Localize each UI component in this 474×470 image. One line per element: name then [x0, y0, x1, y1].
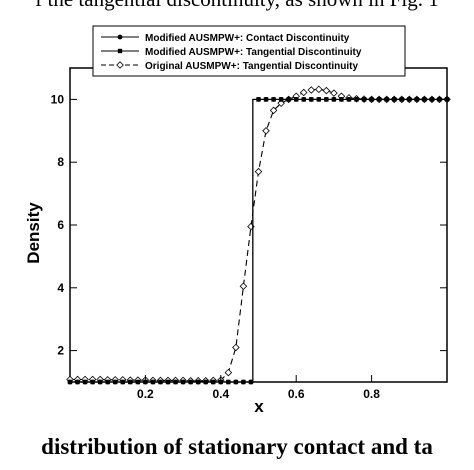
data-point	[271, 97, 276, 102]
data-point	[407, 97, 412, 102]
legend-box	[92, 25, 406, 77]
plot-area-border	[69, 67, 448, 383]
data-point	[331, 97, 337, 102]
data-point	[346, 97, 352, 102]
y-tick-label: 6	[57, 218, 64, 232]
legend-label: Modified AUSMPW+: Tangential Discontinui…	[145, 47, 362, 58]
x-tick-label: 0.8	[363, 387, 380, 401]
data-point	[369, 97, 374, 102]
data-point	[232, 343, 240, 352]
data-point	[316, 97, 322, 102]
caption-top-text: f the tangential discontinuity, as shown…	[0, 0, 474, 12]
data-point	[315, 85, 323, 94]
data-point	[224, 368, 233, 377]
legend-label: Modified AUSMPW+: Contact Discontinuity	[145, 33, 350, 44]
y-tick-label: 2	[57, 344, 64, 358]
data-point	[67, 379, 73, 385]
data-point	[262, 127, 270, 135]
series-layer	[66, 85, 451, 385]
data-point	[226, 379, 231, 385]
data-point	[294, 97, 299, 102]
data-point	[422, 97, 427, 102]
data-point	[241, 379, 246, 385]
x-axis-label: x	[254, 397, 264, 416]
data-point	[97, 379, 103, 385]
series-1	[67, 97, 450, 385]
data-point	[437, 97, 442, 102]
legend-marker	[117, 48, 123, 54]
y-axis-label: Density	[24, 202, 43, 264]
data-point	[120, 379, 125, 385]
data-point	[299, 88, 308, 97]
data-point	[135, 379, 141, 385]
data-point	[180, 379, 186, 385]
legend-label: Original AUSMPW+: Tangential Discontinui…	[145, 61, 359, 72]
data-point	[165, 379, 171, 385]
data-point	[90, 379, 95, 385]
data-point	[269, 106, 278, 115]
density-chart: 0.2 0.4 0.6 0.8 2 4 6 8 10 x Density Modified AU…	[24, 25, 451, 416]
axis-ticks: 0.2 0.4 0.6 0.8 2 4 6 8 10	[51, 68, 447, 401]
data-point	[361, 97, 367, 102]
y-tick-label: 10	[51, 92, 65, 106]
series-line	[70, 98, 447, 383]
data-point	[392, 97, 397, 102]
data-point	[278, 97, 284, 102]
data-point	[158, 379, 163, 385]
data-point	[354, 97, 359, 102]
data-point	[188, 379, 193, 385]
data-point	[82, 379, 88, 385]
data-point	[384, 97, 389, 102]
series-line	[70, 88, 447, 382]
series-2	[67, 97, 450, 385]
data-point	[150, 379, 156, 385]
y-tick-label: 8	[57, 155, 64, 169]
data-point	[429, 97, 435, 102]
data-point	[330, 89, 338, 97]
data-point	[286, 97, 291, 102]
data-point	[173, 379, 178, 385]
data-point	[233, 379, 239, 385]
data-point	[322, 86, 331, 95]
data-point	[263, 97, 269, 102]
data-point	[211, 379, 216, 385]
data-point	[399, 97, 404, 102]
data-point	[195, 379, 201, 385]
legend-marker	[117, 34, 123, 40]
data-point	[307, 86, 316, 94]
x-tick-label: 0.4	[212, 387, 229, 401]
data-point	[248, 379, 254, 385]
legend: Modified AUSMPW+: Contact Discontinuity M…	[92, 25, 406, 77]
data-point	[339, 97, 344, 102]
data-point	[376, 97, 382, 102]
data-point	[105, 379, 110, 385]
x-tick-label: 0.2	[137, 387, 154, 401]
data-point	[113, 379, 118, 385]
data-point	[301, 97, 306, 102]
legend-marker	[116, 61, 124, 69]
y-tick-label: 4	[57, 281, 64, 295]
caption-bottom-text: distribution of stationary contact and t…	[41, 434, 433, 459]
data-point	[128, 379, 133, 385]
data-point	[414, 97, 420, 102]
x-tick-label: 0.6	[288, 387, 305, 401]
plot-frame	[69, 67, 448, 383]
data-point	[309, 97, 314, 102]
series-3	[66, 85, 451, 385]
data-point	[239, 282, 248, 290]
data-point	[256, 97, 261, 102]
data-point	[75, 379, 80, 385]
data-point	[203, 379, 208, 385]
series-line	[70, 98, 447, 383]
data-point	[324, 97, 329, 102]
data-point	[254, 167, 263, 176]
